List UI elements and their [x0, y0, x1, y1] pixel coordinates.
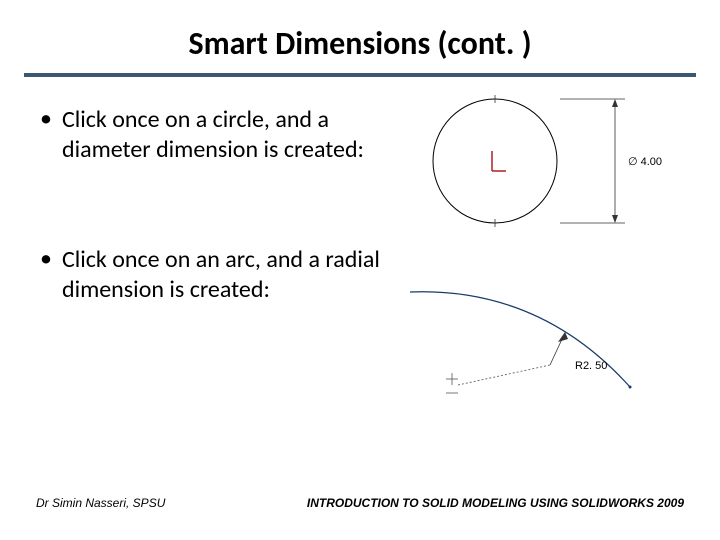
endpoint-marker: [629, 386, 632, 389]
figure-arc-dimension: R2. 50: [400, 277, 680, 417]
bullet-marker: •: [40, 245, 62, 273]
dimension-text: ∅ 4.00: [628, 156, 662, 168]
figure-circle-dimension: ∅ 4.00: [400, 81, 680, 251]
arrow-icon: [612, 215, 618, 223]
bullet-marker: •: [40, 105, 62, 133]
radial-leader: [458, 365, 550, 385]
center-marker-icon: [446, 373, 458, 393]
bullet-text: Click once on a circle, and a diameter d…: [62, 105, 392, 165]
dimension-text: R2. 50: [575, 360, 607, 372]
title-wrap: Smart Dimensions (cont. ): [0, 0, 720, 63]
page-title: Smart Dimensions (cont. ): [0, 24, 720, 63]
arrow-icon: [612, 99, 618, 107]
footer-author: Dr Simin Nasseri, SPSU: [36, 496, 165, 510]
content-area: • Click once on a circle, and a diameter…: [0, 77, 720, 305]
radial-dim-line: [550, 337, 563, 365]
arc-shape: [410, 292, 630, 387]
circle-shape: [433, 99, 557, 223]
center-marker-icon: [492, 151, 506, 171]
footer-course: INTRODUCTION TO SOLID MODELING USING SOL…: [307, 496, 684, 510]
bullet-text: Click once on an arc, and a radial dimen…: [62, 245, 392, 305]
